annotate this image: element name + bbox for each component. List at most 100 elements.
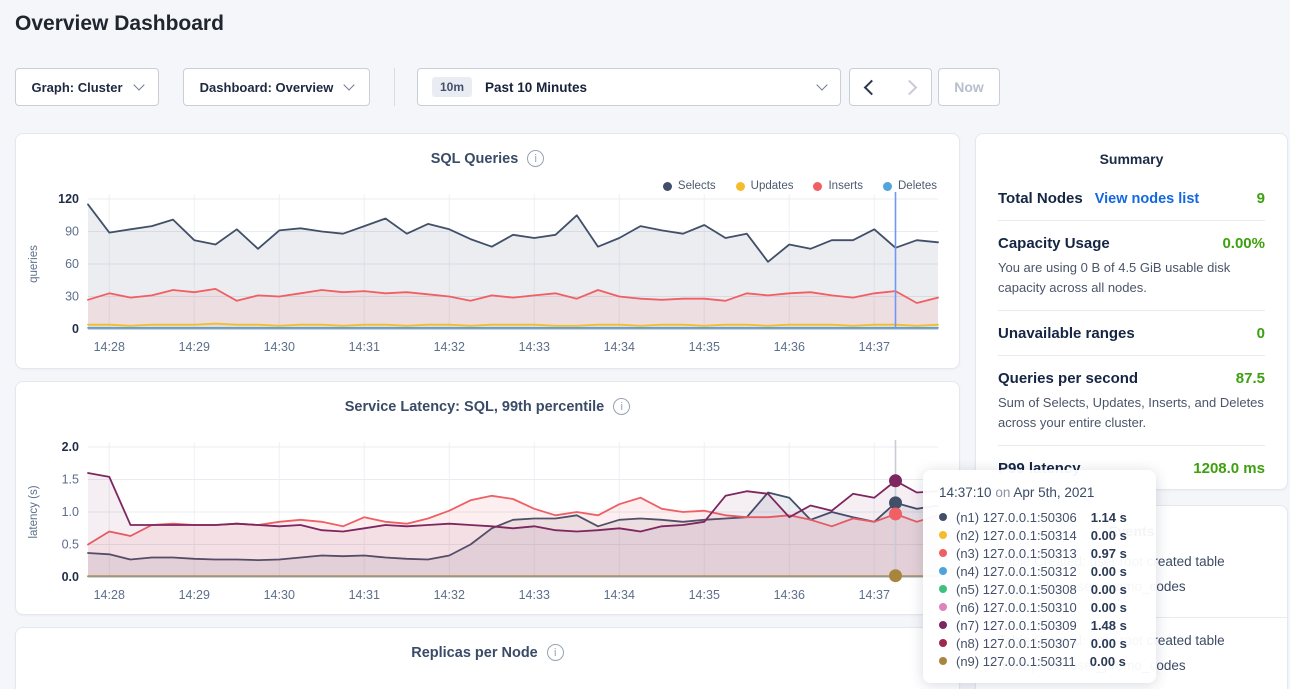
sql-queries-panel: SQL Queries i SelectsUpdatesInsertsDelet… [15,133,960,369]
time-range-dropdown[interactable]: 10m Past 10 Minutes [417,68,841,106]
tooltip-timestamp: 14:37:10 on Apr 5th, 2021 [939,485,1140,500]
svg-text:1.5: 1.5 [62,473,79,487]
svg-text:90: 90 [65,225,79,239]
node-color-dot-icon [939,657,947,665]
time-range-badge: 10m [432,77,472,97]
node-address: (n6) 127.0.0.1:50310 [956,600,1077,615]
sql-queries-legend: Selects Updates Inserts Deletes [663,180,937,192]
tooltip-node-row: (n7) 127.0.0.1:50309 1.48 s [939,616,1140,634]
legend-label: Updates [751,180,794,192]
legend-dot-icon [813,182,822,191]
node-address: (n1) 127.0.0.1:50306 [956,510,1077,525]
graph-dropdown[interactable]: Graph: Cluster [15,68,159,106]
summary-row-total-nodes: Total NodesView nodes list9 [998,176,1265,221]
summary-row-unavailable-ranges: Unavailable ranges 0 [998,311,1265,356]
svg-text:1.0: 1.0 [62,505,79,519]
svg-text:0: 0 [72,322,79,336]
svg-text:14:34: 14:34 [604,340,635,354]
summary-metric-value: 0 [1257,325,1265,342]
svg-text:14:31: 14:31 [349,588,380,602]
svg-text:30: 30 [65,290,79,304]
sql-queries-chart[interactable]: 14:2814:2914:3014:3114:3214:3314:3414:35… [22,189,947,361]
summary-title: Summary [976,151,1287,167]
svg-text:14:29: 14:29 [179,588,210,602]
node-color-dot-icon [939,513,947,521]
node-color-dot-icon [939,549,947,557]
svg-text:14:37: 14:37 [859,340,890,354]
service-latency-title: Service Latency: SQL, 99th percentile i [16,398,959,415]
summary-metric-label: Capacity Usage [998,235,1110,252]
summary-metric-value: 0.00% [1222,235,1265,252]
svg-text:14:33: 14:33 [519,340,550,354]
summary-card: Summary Total NodesView nodes list9Capac… [975,133,1288,490]
node-address: (n3) 127.0.0.1:50313 [956,546,1077,561]
svg-text:14:32: 14:32 [434,340,465,354]
replicas-per-node-panel: Replicas per Node i [15,627,960,689]
summary-metric-label: Total Nodes [998,190,1083,207]
legend-item-inserts[interactable]: Inserts [813,180,863,192]
node-color-dot-icon [939,621,947,629]
dashboard-dropdown-label: Dashboard: Overview [200,80,334,95]
svg-text:0.0: 0.0 [62,570,79,584]
summary-metric-value: 87.5 [1236,370,1265,387]
legend-item-deletes[interactable]: Deletes [883,180,937,192]
node-latency-value: 0.00 s [1091,636,1127,651]
info-icon[interactable]: i [527,150,544,167]
node-address: (n9) 127.0.0.1:50311 [956,654,1076,669]
info-icon[interactable]: i [613,398,630,415]
svg-text:queries: queries [28,245,40,283]
svg-text:14:36: 14:36 [774,340,805,354]
node-address: (n2) 127.0.0.1:50314 [956,528,1077,543]
node-color-dot-icon [939,531,947,539]
tooltip-node-row: (n4) 127.0.0.1:503120.00 s [939,562,1140,580]
svg-text:14:30: 14:30 [264,588,295,602]
legend-label: Deletes [898,180,937,192]
node-latency-value: 1.14 s [1091,510,1127,525]
node-latency-value: 1.48 s [1091,618,1127,633]
svg-text:14:32: 14:32 [434,588,465,602]
node-address: (n5) 127.0.0.1:50308 [956,582,1077,597]
summary-row-queries-per-second: Queries per second87.5Sum of Selects, Up… [998,356,1265,446]
chevron-down-icon [344,79,355,90]
replicas-per-node-title: Replicas per Node i [16,644,959,661]
time-back-button[interactable] [849,68,891,106]
time-forward-button-disabled[interactable] [890,68,932,106]
tooltip-node-row: (n5) 127.0.0.1:50308 0.00 s [939,580,1140,598]
tooltip-node-row: (n9) 127.0.0.1:503110.00 s [939,652,1140,670]
legend-dot-icon [663,182,672,191]
svg-text:14:28: 14:28 [94,588,125,602]
svg-text:60: 60 [65,257,79,271]
legend-item-selects[interactable]: Selects [663,180,716,192]
service-latency-chart[interactable]: 14:2814:2914:3014:3114:3214:3314:3414:35… [22,437,947,609]
legend-dot-icon [883,182,892,191]
tooltip-node-row: (n8) 127.0.0.1:503070.00 s [939,634,1140,652]
svg-text:14:29: 14:29 [179,340,210,354]
page-title: Overview Dashboard [15,12,224,36]
node-address: (n7) 127.0.0.1:50309 [956,618,1077,633]
chevron-down-icon [816,79,827,90]
view-nodes-list-link[interactable]: View nodes list [1095,191,1200,207]
time-range-label: Past 10 Minutes [485,80,587,95]
legend-item-updates[interactable]: Updates [736,180,794,192]
info-icon[interactable]: i [547,644,564,661]
service-latency-panel: Service Latency: SQL, 99th percentile i … [15,381,960,615]
svg-text:2.0: 2.0 [62,440,79,454]
summary-row-capacity-usage: Capacity Usage0.00%You are using 0 B of … [998,221,1265,311]
legend-label: Selects [678,180,716,192]
tooltip-node-row: (n1) 127.0.0.1:50306 1.14 s [939,508,1140,526]
summary-metric-label: Unavailable ranges [998,325,1135,342]
svg-text:14:36: 14:36 [774,588,805,602]
svg-text:14:28: 14:28 [94,340,125,354]
dashboard-dropdown[interactable]: Dashboard: Overview [183,68,370,106]
tooltip-node-row: (n3) 127.0.0.1:50313 0.97 s [939,544,1140,562]
node-color-dot-icon [939,603,947,611]
now-button-disabled[interactable]: Now [938,68,1000,106]
legend-dot-icon [736,182,745,191]
tooltip-node-row: (n6) 127.0.0.1:503100.00 s [939,598,1140,616]
node-latency-value: 0.00 s [1091,582,1127,597]
graph-dropdown-label: Graph: Cluster [31,80,122,95]
node-latency-value: 0.97 s [1091,546,1127,561]
svg-text:14:35: 14:35 [689,588,720,602]
summary-metric-label: Queries per second [998,370,1138,387]
overview-dashboard-page: Overview Dashboard Graph: Cluster Dashbo… [0,0,1290,689]
